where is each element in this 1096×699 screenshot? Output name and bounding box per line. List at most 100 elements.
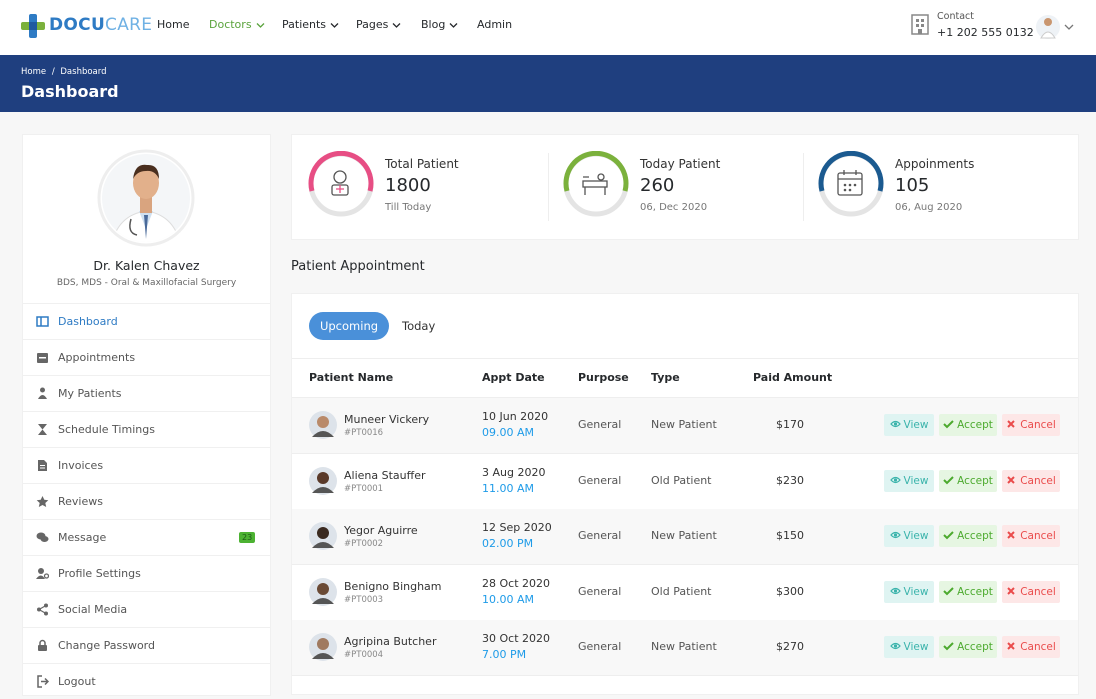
patient-id: #PT0004 xyxy=(344,650,384,660)
action-button[interactable]: View xyxy=(884,525,934,547)
action-label: View xyxy=(903,585,929,598)
action-button[interactable]: Accept xyxy=(939,580,997,603)
brand-part: CARE xyxy=(105,15,153,35)
patient-name: Yegor Aguirre xyxy=(344,524,418,537)
tab[interactable]: Today xyxy=(402,319,436,333)
nav-item[interactable]: Blog xyxy=(421,18,458,31)
type: Old Patient xyxy=(651,473,712,487)
type: New Patient xyxy=(651,640,717,653)
breadcrumb-separator: / xyxy=(51,67,55,77)
menu-icon xyxy=(36,568,49,579)
nav-item[interactable]: Admin xyxy=(477,18,512,31)
appt-time: 09.00 AM xyxy=(482,426,535,439)
action-label: Cancel xyxy=(1020,585,1056,598)
action-button[interactable]: View xyxy=(884,636,934,658)
action-button[interactable]: Accept xyxy=(939,525,997,547)
action-icon xyxy=(1007,642,1015,650)
menu-icon xyxy=(37,675,49,688)
breadcrumb-bar: Home / Dashboard Dashboard xyxy=(0,55,1096,112)
stat-divider xyxy=(803,153,804,221)
chevron xyxy=(330,22,339,28)
action-button[interactable]: Cancel xyxy=(1002,414,1060,436)
menu-item[interactable]: Reviews xyxy=(23,483,270,519)
table-row: Muneer Vickery #PT0016 10 Jun 2020 09.00 AM… xyxy=(292,398,1078,454)
action-icon xyxy=(889,642,901,650)
amount: $150 xyxy=(776,529,804,542)
action-button[interactable]: Cancel xyxy=(1002,525,1060,547)
nav-label: Blog xyxy=(421,18,446,31)
action-button[interactable]: Accept xyxy=(939,469,997,492)
appt-time: 02.00 PM xyxy=(482,537,534,550)
contact-label: Contact xyxy=(937,11,974,22)
patient-avatar xyxy=(309,411,337,439)
type: New Patient xyxy=(651,529,717,542)
nav-label: Admin xyxy=(477,18,513,31)
profile-sidebar: Dr. Kalen Chavez BDS, MDS - Oral & Maxil… xyxy=(22,134,271,696)
action-label: Cancel xyxy=(1020,474,1056,487)
action-label: Accept xyxy=(957,530,993,542)
column-header: Patient Name xyxy=(309,371,394,384)
menu-label: Invoices xyxy=(58,459,104,472)
action-icon xyxy=(1007,531,1015,539)
patient-id: #PT0016 xyxy=(344,428,384,438)
action-button[interactable]: View xyxy=(884,414,934,436)
menu-label: Social Media xyxy=(58,603,128,616)
nav-item[interactable]: Pages xyxy=(356,18,401,31)
stat-value: 105 xyxy=(895,175,930,196)
logo-icon xyxy=(21,14,45,38)
menu-icon xyxy=(38,460,47,471)
action-button[interactable]: Accept xyxy=(939,636,997,658)
menu-item[interactable]: Profile Settings xyxy=(23,555,270,591)
purpose: General xyxy=(578,640,622,653)
menu-item[interactable]: Schedule Timings xyxy=(23,411,270,447)
stat-divider xyxy=(548,153,549,221)
table-row: Aliena Stauffer #PT0001 3 Aug 2020 11.00 AM… xyxy=(292,453,1078,510)
patient-avatar xyxy=(309,466,337,495)
menu-icon xyxy=(38,639,47,651)
brand[interactable]: DOCUCARE xyxy=(49,15,152,35)
menu-item[interactable]: Invoices xyxy=(23,447,270,483)
action-icon xyxy=(943,586,954,595)
nav-label: Pages xyxy=(356,18,389,31)
action-button[interactable]: Cancel xyxy=(1002,580,1060,603)
action-button[interactable]: Accept xyxy=(939,414,997,436)
action-button[interactable]: Cancel xyxy=(1002,469,1060,492)
menu-item[interactable]: Social Media xyxy=(23,591,270,627)
menu-item[interactable]: Dashboard xyxy=(23,303,270,339)
action-label: View xyxy=(903,641,929,653)
action-button[interactable]: View xyxy=(884,469,934,492)
patient-avatar xyxy=(309,633,337,661)
doctor-name: Dr. Kalen Chavez xyxy=(93,258,200,273)
divider xyxy=(292,358,1078,359)
action-button[interactable]: Cancel xyxy=(1002,636,1060,658)
nav-item[interactable]: Home xyxy=(157,18,189,31)
menu-label: Logout xyxy=(58,675,96,688)
appt-date: 28 Oct 2020 xyxy=(482,576,551,590)
menu-item[interactable]: Appointments xyxy=(23,339,270,375)
menu-item[interactable]: My Patients xyxy=(23,375,270,411)
appt-date: 12 Sep 2020 xyxy=(482,521,552,534)
stat-note: Till Today xyxy=(385,202,432,213)
nav-item[interactable]: Patients xyxy=(282,18,339,31)
menu-label: Dashboard xyxy=(58,315,118,328)
patient-id: #PT0003 xyxy=(344,594,384,605)
menu-item[interactable]: Message 23 xyxy=(23,519,270,555)
menu-item[interactable]: Logout xyxy=(23,663,270,699)
stat-ring xyxy=(563,151,629,217)
action-button[interactable]: View xyxy=(884,580,934,603)
amount: $270 xyxy=(776,640,804,653)
menu-item[interactable]: Change Password xyxy=(23,627,270,663)
breadcrumb-item[interactable]: Home xyxy=(21,67,47,77)
contact-phone[interactable]: +1 202 555 0132 xyxy=(937,26,1034,39)
menu-label: My Patients xyxy=(58,387,122,400)
action-icon xyxy=(889,420,901,428)
stat-label: Today Patient xyxy=(640,157,721,171)
action-icon xyxy=(1007,475,1015,484)
nav-item[interactable]: Doctors xyxy=(209,18,265,31)
patient-avatar xyxy=(309,577,337,606)
user-avatar[interactable] xyxy=(1036,14,1078,40)
column-header: Purpose xyxy=(578,371,629,384)
action-label: Accept xyxy=(957,474,993,487)
action-icon xyxy=(943,642,954,651)
tab-active[interactable]: Upcoming xyxy=(309,312,389,340)
